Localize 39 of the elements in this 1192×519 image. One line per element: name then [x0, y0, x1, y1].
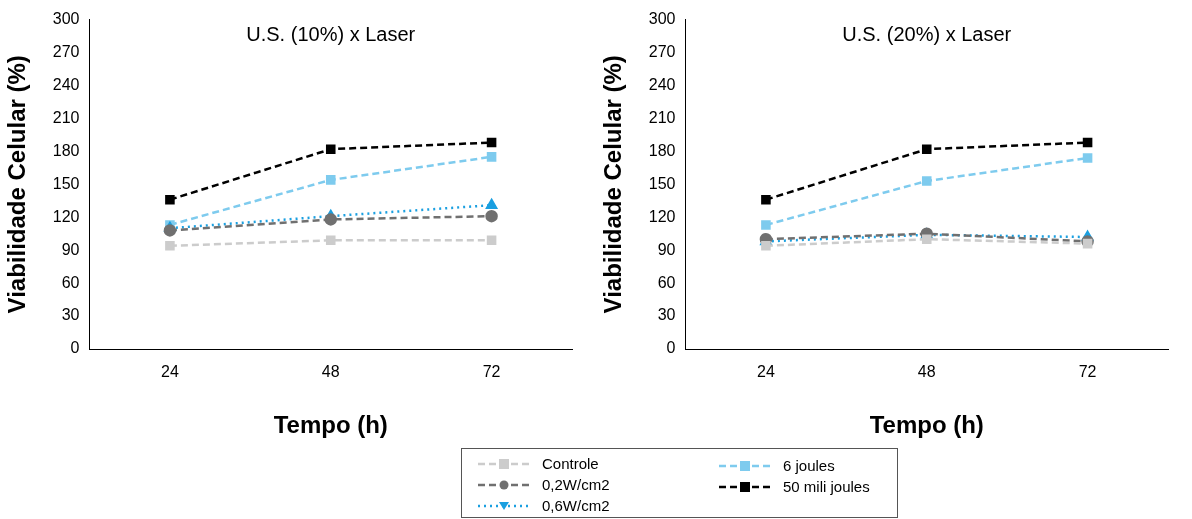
legend-label: 0,6W/cm2: [542, 497, 610, 514]
x-tick-label: 24: [757, 363, 775, 381]
x-tick-label: 72: [482, 363, 501, 381]
chart-title: U.S. (10%) x Laser: [246, 23, 416, 46]
y-tick-label: 90: [657, 240, 676, 258]
y-tick-label: 300: [52, 10, 80, 28]
y-tick-label: 270: [648, 42, 676, 60]
legend-label: 6 joules: [783, 457, 835, 474]
y-tick-label: 90: [61, 240, 80, 258]
x-tick-label: 48: [321, 363, 340, 381]
y-tick-label: 30: [61, 306, 80, 324]
y-tick-label: 150: [52, 174, 80, 192]
chart-title: U.S. (20%) x Laser: [842, 23, 1012, 46]
y-tick-label: 180: [648, 141, 676, 159]
y-axis-title: Viabilidade Celular (%): [3, 55, 31, 314]
y-tick-label: 300: [648, 10, 676, 28]
y-tick-label: 210: [52, 108, 80, 126]
y-axis-title: Viabilidade Celular (%): [599, 55, 627, 314]
y-tick-label: 240: [52, 75, 80, 93]
legend-label: 50 mili joules: [783, 478, 870, 495]
y-tick-label: 240: [648, 75, 676, 93]
x-tick-label: 24: [161, 363, 179, 381]
y-tick-label: 0: [70, 339, 80, 357]
y-tick-label: 30: [657, 306, 676, 324]
y-tick-label: 120: [648, 207, 676, 225]
y-tick-label: 180: [52, 141, 80, 159]
y-tick-label: 60: [61, 273, 80, 291]
x-axis-title: Tempo (h): [869, 411, 984, 439]
y-tick-label: 0: [666, 339, 676, 357]
legend-label: Controle: [542, 455, 599, 472]
x-tick-label: 48: [917, 363, 936, 381]
y-tick-label: 270: [52, 42, 80, 60]
y-tick-label: 150: [648, 174, 676, 192]
y-tick-label: 60: [657, 273, 676, 291]
y-tick-label: 210: [648, 108, 676, 126]
legend-label: 0,2W/cm2: [542, 476, 610, 493]
x-tick-label: 72: [1078, 363, 1097, 381]
y-tick-label: 120: [52, 207, 80, 225]
x-axis-title: Tempo (h): [273, 411, 388, 439]
